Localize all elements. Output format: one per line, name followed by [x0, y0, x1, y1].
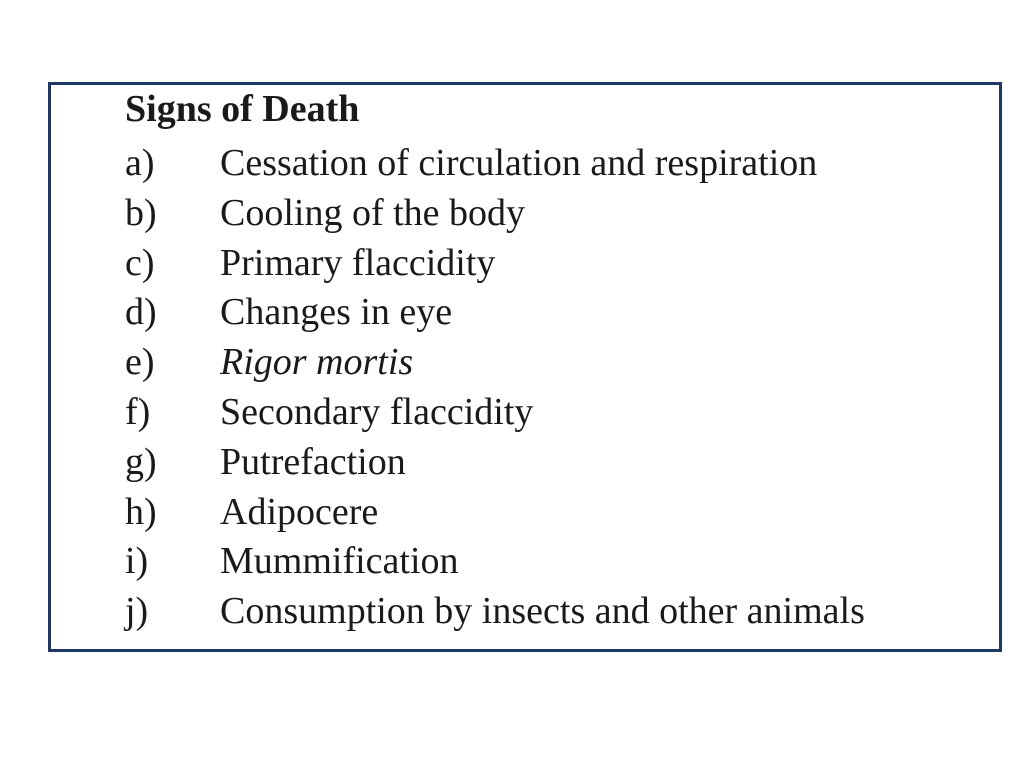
- item-text: Cessation of circulation and respiration: [220, 142, 818, 184]
- item-label: e): [125, 341, 155, 384]
- list-item: i) Mummification: [125, 537, 865, 587]
- item-text: Mummification: [220, 540, 459, 583]
- item-text: Putrefaction: [220, 440, 406, 483]
- item-text: Secondary flaccidity: [220, 390, 534, 433]
- item-text: Changes in eye: [220, 291, 453, 334]
- list-item: d) Changes in eye: [125, 288, 865, 338]
- item-label: c): [125, 241, 155, 284]
- list-item: b) Cooling of the body: [125, 189, 865, 239]
- item-label: h): [125, 490, 157, 533]
- list-item: e) Rigor mortis: [125, 338, 865, 388]
- list-item: f) Secondary flaccidity: [125, 388, 865, 438]
- item-label: j): [125, 590, 149, 633]
- list-item: a) Cessation of circulation and respirat…: [125, 139, 865, 189]
- item-text: Adipocere: [220, 490, 379, 533]
- item-text: Rigor mortis: [220, 341, 414, 384]
- item-text: Cooling of the body: [220, 191, 526, 234]
- item-label: a): [125, 142, 155, 184]
- list-item: c) Primary flaccidity: [125, 239, 865, 289]
- list-item: h) Adipocere: [125, 488, 865, 538]
- item-label: d): [125, 291, 157, 334]
- item-text: Consumption by insects and other animals: [220, 590, 865, 633]
- list-item: g) Putrefaction: [125, 438, 865, 488]
- item-label: g): [125, 440, 157, 483]
- signs-list: a) Cessation of circulation and respirat…: [125, 139, 865, 637]
- slide-title: Signs of Death: [125, 88, 360, 130]
- item-text: Primary flaccidity: [220, 241, 496, 284]
- list-item: j) Consumption by insects and other anim…: [125, 587, 865, 637]
- item-label: i): [125, 540, 149, 583]
- item-label: b): [125, 191, 157, 234]
- item-label: f): [125, 390, 151, 433]
- content-box: Signs of Death a) Cessation of circulati…: [48, 82, 1002, 652]
